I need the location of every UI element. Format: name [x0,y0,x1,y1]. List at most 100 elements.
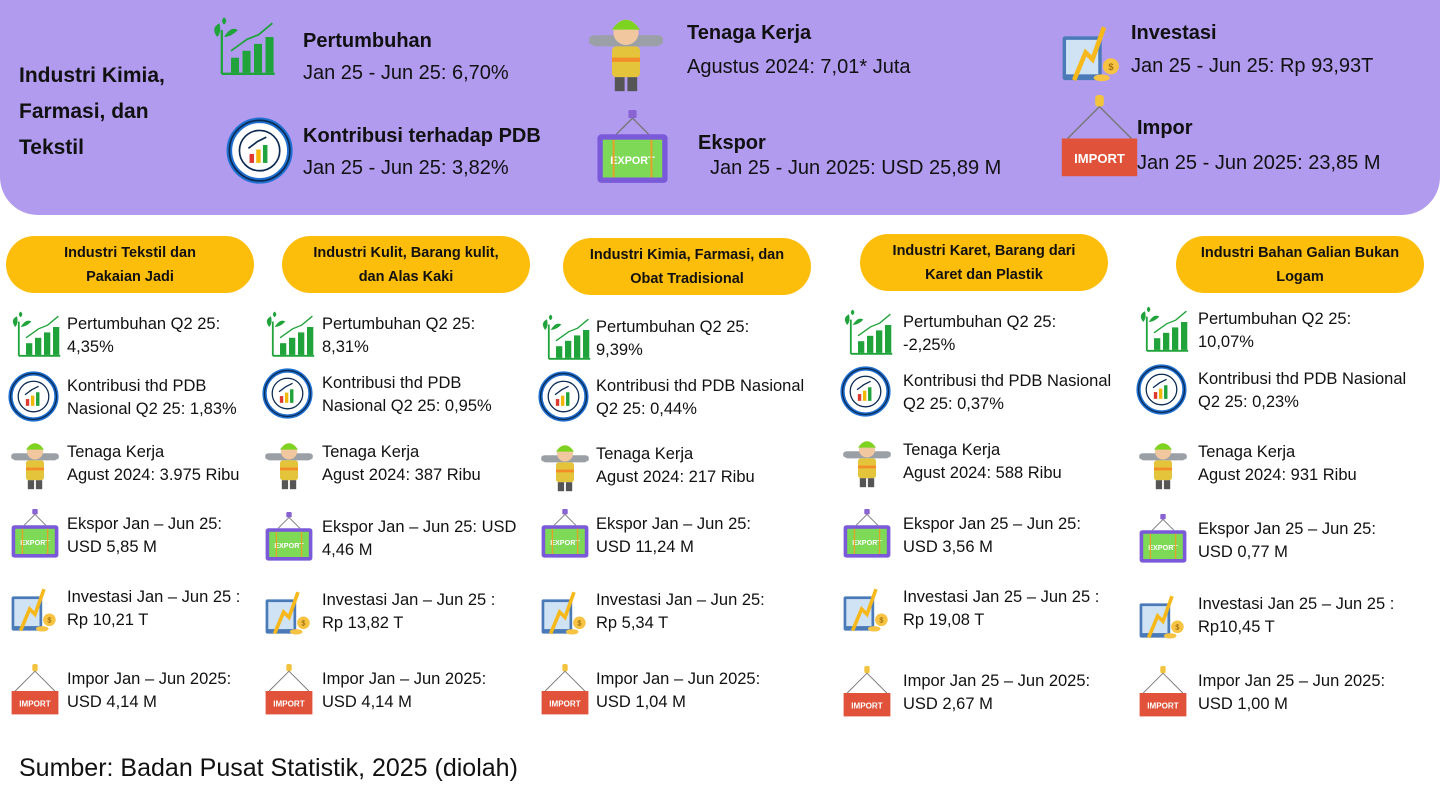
impor-heading: Impor [1137,117,1193,139]
worker-icon [840,435,894,494]
investasi-value: Jan 25 - Jun 25: Rp 93,93T [1131,55,1374,77]
stat-item: Pertumbuhan Q2 25: 9,39% [596,316,749,362]
stat-item: Kontribusi thd PDB Nasional Q2 25: 0,37% [903,370,1111,416]
investment-icon: $ [1058,18,1127,92]
stat-label: Tenaga Kerja [322,443,420,461]
stat-value: 9,39% [596,341,643,359]
stat-value: Q2 25: 0,37% [903,395,1004,413]
svg-text:EXPORT: EXPORT [852,538,882,547]
globe-chart-icon [538,371,589,427]
svg-text:$: $ [301,619,305,628]
stat-label: Impor Jan – Jun 2025: [67,670,232,688]
investment-icon: $ [8,582,62,641]
svg-text:EXPORT: EXPORT [550,538,580,547]
svg-text:EXPORT: EXPORT [274,541,304,550]
globe-chart-icon [226,117,293,189]
investment-icon: $ [1136,589,1190,648]
stat-label: Investasi Jan – Jun 25: [596,591,765,609]
stat-item: Investasi Jan – Jun 25 : Rp 13,82 T [322,589,495,635]
stat-value: 10,07% [1198,333,1254,351]
growth-chart-icon [840,307,894,366]
stat-item: Tenaga Kerja Agust 2024: 387 Ribu [322,441,481,487]
stat-label: Impor Jan – Jun 2025: [322,670,487,688]
stat-value: USD 1,00 M [1198,695,1288,713]
import-container-icon: IMPORT [1136,666,1190,725]
stat-value: 4,46 M [322,541,373,559]
industry-title-pill: Industri Kulit, Barang kulit, dan Alas Ka… [282,236,530,293]
svg-text:IMPORT: IMPORT [549,699,580,708]
kontribusi-heading: Kontribusi terhadap PDB [303,125,541,147]
import-container-icon: IMPORT [262,664,316,723]
industry-title-line: Industri Karet, Barang dari [892,242,1076,259]
worker-icon [1136,437,1190,496]
stat-value: Agust 2024: 3.975 Ribu [67,466,240,484]
industry-title-line: Industri Tekstil dan [64,244,196,261]
stat-value: Rp 13,82 T [322,614,404,632]
import-container-icon: IMPORT [840,666,894,725]
industry-title-pill: Industri Bahan Galian Bukan Logam [1176,236,1424,293]
stat-label: Ekspor Jan – Jun 25: [596,515,752,533]
stat-item: Ekspor Jan 25 – Jun 25: USD 3,56 M [903,513,1081,559]
stat-item: Impor Jan – Jun 2025: USD 4,14 M [67,668,231,714]
stat-item: Tenaga Kerja Agust 2024: 217 Ribu [596,443,755,489]
stat-label: Pertumbuhan Q2 25: [322,315,476,333]
export-container-icon: EXPORT [840,509,894,568]
industry-title: Industri Kimia, Farmasi, dan Obat Tradisi… [590,243,784,291]
stat-value: Rp 5,34 T [596,614,669,632]
stat-value: USD 0,77 M [1198,543,1288,561]
investment-icon: $ [262,585,316,644]
stat-item: Investasi Jan – Jun 25 : Rp 10,21 T [67,586,240,632]
stat-label: Pertumbuhan Q2 25: [67,315,221,333]
stat-label: Kontribusi thd PDB Nasional [903,372,1112,390]
worker-icon [584,10,668,99]
stat-item: Kontribusi thd PDB Nasional Q2 25: 1,83% [67,375,237,421]
stat-value: Rp 10,21 T [67,611,149,629]
pertumbuhan-value: Jan 25 - Jun 25: 6,70% [303,62,509,84]
stat-item: Pertumbuhan Q2 25: 10,07% [1198,308,1351,354]
stat-item: Ekspor Jan 25 – Jun 25: USD 0,77 M [1198,518,1376,564]
stat-item: Kontribusi thd PDB Nasional Q2 25: 0,95% [322,372,492,418]
stat-item: Tenaga Kerja Agust 2024: 931 Ribu [1198,441,1357,487]
title-line: Industri Kimia, [19,64,165,87]
title-line: Tekstil [19,136,84,159]
growth-chart-icon [8,309,62,368]
stat-label: Investasi Jan 25 – Jun 25 : [1198,595,1395,613]
worker-icon [8,437,62,496]
stat-label: Impor Jan 25 – Jun 2025: [903,672,1091,690]
stat-value: 8,31% [322,338,369,356]
stat-item: Ekspor Jan – Jun 25: USD 4,46 M [322,516,516,562]
stat-value: USD 1,04 M [596,693,686,711]
svg-text:EXPORT: EXPORT [20,538,50,547]
investment-icon: $ [538,585,592,644]
stat-label: Tenaga Kerja [903,441,1001,459]
stat-label: Tenaga Kerja [596,445,694,463]
stat-label: Pertumbuhan Q2 25: [1198,310,1352,328]
stat-value: USD 2,67 M [903,695,993,713]
stat-label: Ekspor Jan 25 – Jun 25: [903,515,1081,533]
stat-item: Investasi Jan 25 – Jun 25 : Rp 19,08 T [903,586,1099,632]
stat-item: Pertumbuhan Q2 25: 4,35% [67,313,220,359]
svg-text:$: $ [1108,62,1113,72]
industry-title-line: dan Alas Kaki [358,268,454,285]
stat-label: Kontribusi thd PDB Nasional [1198,370,1407,388]
industry-title: Industri Bahan Galian Bukan Logam [1201,241,1399,289]
import-container-icon: IMPORT [538,664,592,723]
title-line: Farmasi, dan [19,100,149,123]
stat-label: Ekspor Jan – Jun 25: [67,515,223,533]
stat-item: Impor Jan – Jun 2025: USD 1,04 M [596,668,760,714]
stat-label: Tenaga Kerja [1198,443,1296,461]
tenaga-kerja-value: Agustus 2024: 7,01* Juta [687,56,911,78]
stat-value: USD 3,56 M [903,538,993,556]
stat-value: 4,35% [67,338,114,356]
globe-chart-icon [8,371,59,427]
industry-title-line: Industri Kulit, Barang kulit, [313,244,499,261]
export-container-icon: EXPORT [8,509,62,568]
stat-value: -2,25% [903,336,956,354]
stat-item: Ekspor Jan – Jun 25: USD 11,24 M [596,513,751,559]
stat-value: Agust 2024: 588 Ribu [903,464,1062,482]
export-container-icon: EXPORT [1136,514,1190,573]
stat-item: Pertumbuhan Q2 25: 8,31% [322,313,475,359]
impor-value: Jan 25 - Jun 2025: 23,85 M [1137,152,1381,174]
stat-label: Tenaga Kerja [67,443,165,461]
industry-title: Industri Karet, Barang dari Karet dan Pla… [893,239,1076,287]
